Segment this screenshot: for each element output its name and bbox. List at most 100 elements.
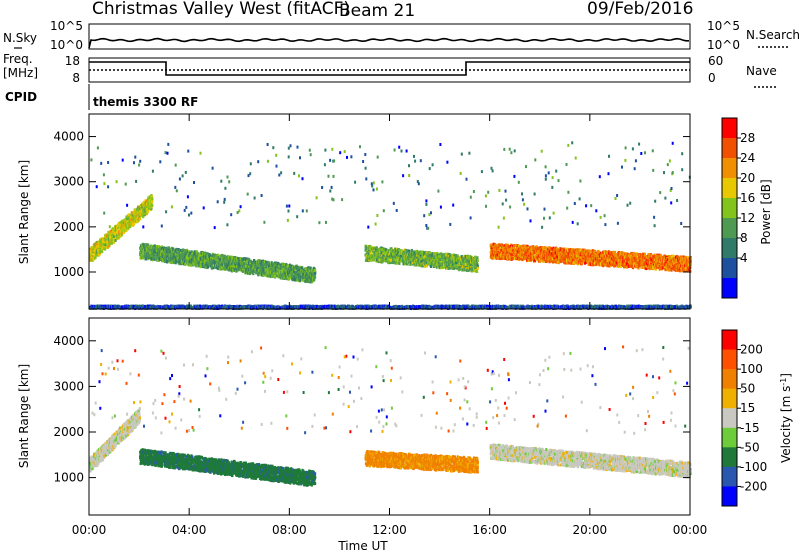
data-cell [238,264,241,268]
data-cell [152,304,155,308]
data-cell [282,267,285,271]
data-cell [114,232,117,236]
data-cell [224,255,227,259]
data-cell [210,254,213,258]
data-cell [524,305,527,309]
data-cell [153,249,156,253]
nave-label: Nave [746,64,777,78]
data-cell [104,243,107,247]
data-cell [689,304,692,308]
data-cell [314,275,317,279]
data-cell [293,270,296,273]
data-cell [389,250,392,254]
data-cell [262,306,265,310]
nsky-tick-low: 10^0 [50,38,83,52]
data-cell [314,271,317,275]
data-cell [380,257,383,261]
data-cell [167,246,171,250]
data-cell [308,304,311,308]
data-cell [398,261,401,265]
data-cell [160,245,163,249]
data-cell [138,306,141,310]
data-cell [94,247,97,251]
data-cell [91,245,94,249]
data-cell [369,258,373,262]
data-cell [181,252,184,256]
data-cell [248,272,251,276]
data-cell [212,257,215,261]
data-cell [281,271,284,275]
data-cell [561,306,564,310]
data-cell [165,251,168,255]
data-cell [230,265,233,269]
data-cell [101,246,104,250]
data-cell [192,305,195,309]
data-cell [365,252,368,256]
data-cell [187,253,190,256]
data-cell [284,265,287,269]
data-cell [182,258,185,262]
data-cell [120,233,123,237]
data-cell [248,261,251,265]
data-cell [365,245,368,249]
data-cell [94,255,97,259]
data-cell [258,270,262,274]
data-cell [142,208,145,211]
data-cell [279,273,282,277]
data-cell [138,208,141,212]
data-cell [223,263,226,267]
data-cell [126,216,129,220]
data-cell [478,306,481,310]
data-cell [189,251,192,255]
data-cell [533,305,537,309]
data-cell [312,272,315,276]
data-cell [235,265,239,269]
data-cell [391,255,394,259]
data-cell [264,267,267,270]
cpid-text: themis 3300 RF [93,95,198,109]
data-cell [160,251,163,255]
data-cell [299,278,302,282]
data-cell [151,199,154,203]
data-cell [196,251,199,255]
data-cell [274,274,277,278]
data-cell [146,205,149,208]
data-cell [206,252,209,256]
nave-tick-low: 0 [708,71,716,85]
data-cell [600,304,603,308]
data-cell [112,305,115,309]
data-cell [291,274,294,278]
data-cell [374,253,377,257]
data-cell [295,264,298,268]
data-cell [373,247,376,250]
data-cell [274,264,277,268]
data-cell [146,210,149,214]
data-cell [234,267,237,271]
data-cell [292,276,295,280]
data-cell [262,268,265,272]
data-cell [94,245,97,249]
data-cell [396,261,399,265]
nsearch-tick-high: 10^5 [707,19,740,33]
data-cell [248,304,251,308]
data-cell [142,202,145,206]
data-cell [388,252,391,256]
data-cell [149,253,152,257]
data-cell [182,260,185,264]
data-cell [119,230,122,234]
data-cell [132,222,135,226]
data-cell [185,252,188,256]
data-cell [259,265,262,268]
data-cell [227,255,230,259]
data-cell [134,216,137,219]
data-cell [373,258,376,261]
data-cell [385,256,388,260]
data-cell [334,304,337,308]
data-cell [150,195,153,199]
data-cell [312,274,315,278]
data-cell [170,258,173,261]
data-cell [395,253,398,257]
data-cell [629,304,633,308]
data-cell [248,258,251,262]
